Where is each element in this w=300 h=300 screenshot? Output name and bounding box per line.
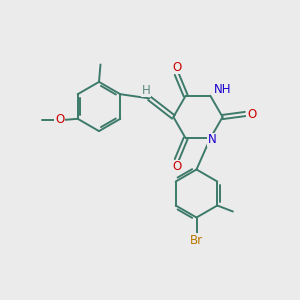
- Text: NH: NH: [214, 82, 232, 96]
- Text: Br: Br: [190, 233, 203, 247]
- Text: O: O: [172, 160, 181, 173]
- Text: O: O: [247, 107, 256, 121]
- Text: O: O: [172, 61, 181, 74]
- Text: N: N: [207, 133, 216, 146]
- Text: H: H: [142, 84, 151, 97]
- Text: O: O: [55, 113, 64, 126]
